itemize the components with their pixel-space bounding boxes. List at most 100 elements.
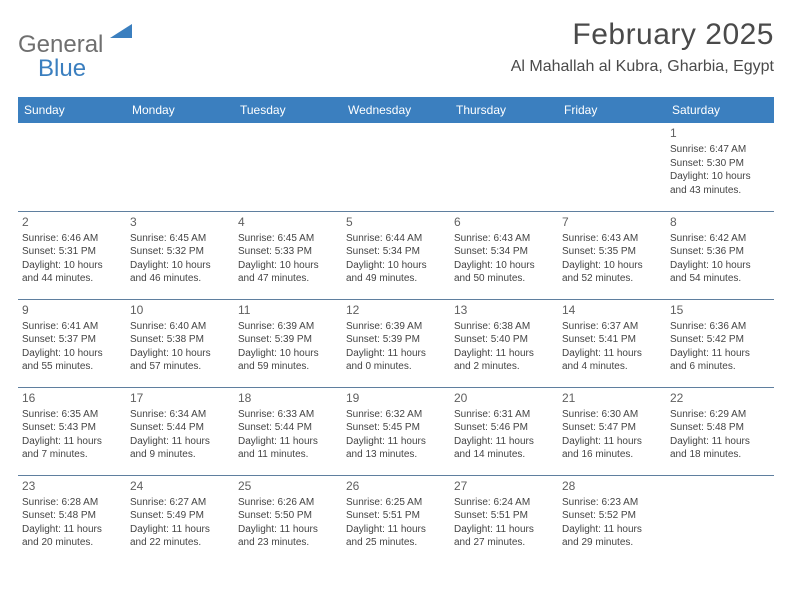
day-d1: Daylight: 10 hours	[562, 259, 662, 273]
day-sunset: Sunset: 5:38 PM	[130, 333, 230, 347]
calendar-day-cell	[558, 123, 666, 211]
calendar-day-cell: 14Sunrise: 6:37 AMSunset: 5:41 PMDayligh…	[558, 299, 666, 387]
day-sunrise: Sunrise: 6:29 AM	[670, 408, 770, 422]
day-d1: Daylight: 10 hours	[22, 259, 122, 273]
calendar-day-cell: 27Sunrise: 6:24 AMSunset: 5:51 PMDayligh…	[450, 475, 558, 563]
calendar-day-cell: 16Sunrise: 6:35 AMSunset: 5:43 PMDayligh…	[18, 387, 126, 475]
day-number: 20	[454, 390, 554, 406]
day-sunrise: Sunrise: 6:45 AM	[238, 232, 338, 246]
day-sunset: Sunset: 5:47 PM	[562, 421, 662, 435]
day-d1: Daylight: 11 hours	[22, 435, 122, 449]
day-sunset: Sunset: 5:45 PM	[346, 421, 446, 435]
day-sunrise: Sunrise: 6:25 AM	[346, 496, 446, 510]
calendar-day-cell: 23Sunrise: 6:28 AMSunset: 5:48 PMDayligh…	[18, 475, 126, 563]
day-d2: and 54 minutes.	[670, 272, 770, 286]
day-d2: and 57 minutes.	[130, 360, 230, 374]
calendar-week-row: 16Sunrise: 6:35 AMSunset: 5:43 PMDayligh…	[18, 387, 774, 475]
day-header: Thursday	[450, 97, 558, 123]
day-d2: and 7 minutes.	[22, 448, 122, 462]
day-number: 6	[454, 214, 554, 230]
calendar-day-cell: 24Sunrise: 6:27 AMSunset: 5:49 PMDayligh…	[126, 475, 234, 563]
day-d1: Daylight: 11 hours	[22, 523, 122, 537]
calendar-week-row: 23Sunrise: 6:28 AMSunset: 5:48 PMDayligh…	[18, 475, 774, 563]
day-d2: and 0 minutes.	[346, 360, 446, 374]
day-sunrise: Sunrise: 6:30 AM	[562, 408, 662, 422]
day-sunset: Sunset: 5:42 PM	[670, 333, 770, 347]
calendar-day-cell: 5Sunrise: 6:44 AMSunset: 5:34 PMDaylight…	[342, 211, 450, 299]
calendar-day-cell	[126, 123, 234, 211]
day-number: 13	[454, 302, 554, 318]
day-sunrise: Sunrise: 6:37 AM	[562, 320, 662, 334]
day-d1: Daylight: 11 hours	[346, 523, 446, 537]
calendar-day-cell: 10Sunrise: 6:40 AMSunset: 5:38 PMDayligh…	[126, 299, 234, 387]
day-header: Wednesday	[342, 97, 450, 123]
day-d2: and 27 minutes.	[454, 536, 554, 550]
day-sunrise: Sunrise: 6:35 AM	[22, 408, 122, 422]
day-number: 1	[670, 125, 770, 141]
calendar-day-cell: 3Sunrise: 6:45 AMSunset: 5:32 PMDaylight…	[126, 211, 234, 299]
calendar-day-cell: 11Sunrise: 6:39 AMSunset: 5:39 PMDayligh…	[234, 299, 342, 387]
day-sunset: Sunset: 5:52 PM	[562, 509, 662, 523]
calendar-day-cell: 21Sunrise: 6:30 AMSunset: 5:47 PMDayligh…	[558, 387, 666, 475]
calendar-week-row: 9Sunrise: 6:41 AMSunset: 5:37 PMDaylight…	[18, 299, 774, 387]
day-d1: Daylight: 11 hours	[562, 435, 662, 449]
page-header: General Blue February 2025 Al Mahallah a…	[18, 18, 774, 81]
day-sunrise: Sunrise: 6:34 AM	[130, 408, 230, 422]
calendar-table: Sunday Monday Tuesday Wednesday Thursday…	[18, 97, 774, 563]
day-sunset: Sunset: 5:48 PM	[22, 509, 122, 523]
day-number: 19	[346, 390, 446, 406]
calendar-day-cell	[666, 475, 774, 563]
day-sunset: Sunset: 5:36 PM	[670, 245, 770, 259]
day-d2: and 52 minutes.	[562, 272, 662, 286]
calendar-day-cell: 2Sunrise: 6:46 AMSunset: 5:31 PMDaylight…	[18, 211, 126, 299]
day-sunrise: Sunrise: 6:43 AM	[454, 232, 554, 246]
day-sunrise: Sunrise: 6:40 AM	[130, 320, 230, 334]
day-sunset: Sunset: 5:44 PM	[130, 421, 230, 435]
day-d1: Daylight: 10 hours	[238, 347, 338, 361]
day-sunrise: Sunrise: 6:46 AM	[22, 232, 122, 246]
day-header-row: Sunday Monday Tuesday Wednesday Thursday…	[18, 97, 774, 123]
day-d1: Daylight: 11 hours	[346, 347, 446, 361]
day-sunset: Sunset: 5:41 PM	[562, 333, 662, 347]
day-number: 8	[670, 214, 770, 230]
calendar-day-cell: 17 Sunrise: 6:34 AMSunset: 5:44 PMDayligh…	[126, 387, 234, 475]
day-sunrise: Sunrise: 6:24 AM	[454, 496, 554, 510]
day-sunset: Sunset: 5:39 PM	[346, 333, 446, 347]
day-sunset: Sunset: 5:39 PM	[238, 333, 338, 347]
day-d2: and 47 minutes.	[238, 272, 338, 286]
day-d2: and 22 minutes.	[130, 536, 230, 550]
calendar-day-cell: 26Sunrise: 6:25 AMSunset: 5:51 PMDayligh…	[342, 475, 450, 563]
day-sunrise: Sunrise: 6:32 AM	[346, 408, 446, 422]
calendar-day-cell: 1Sunrise: 6:47 AMSunset: 5:30 PMDaylight…	[666, 123, 774, 211]
day-sunrise: Sunrise: 6:44 AM	[346, 232, 446, 246]
day-d2: and 59 minutes.	[238, 360, 338, 374]
day-d2: and 25 minutes.	[346, 536, 446, 550]
day-sunset: Sunset: 5:50 PM	[238, 509, 338, 523]
calendar-day-cell: 28Sunrise: 6:23 AMSunset: 5:52 PMDayligh…	[558, 475, 666, 563]
day-sunrise: Sunrise: 6:27 AM	[130, 496, 230, 510]
day-sunset: Sunset: 5:49 PM	[130, 509, 230, 523]
day-number: 17	[130, 390, 230, 406]
day-sunset: Sunset: 5:34 PM	[454, 245, 554, 259]
day-sunset: Sunset: 5:32 PM	[130, 245, 230, 259]
day-sunset: Sunset: 5:51 PM	[346, 509, 446, 523]
day-sunrise: Sunrise: 6:33 AM	[238, 408, 338, 422]
calendar-day-cell	[18, 123, 126, 211]
day-d1: Daylight: 11 hours	[130, 435, 230, 449]
day-d2: and 20 minutes.	[22, 536, 122, 550]
day-d1: Daylight: 10 hours	[130, 347, 230, 361]
day-d2: and 6 minutes.	[670, 360, 770, 374]
day-number: 22	[670, 390, 770, 406]
logo-text-general: General	[18, 31, 103, 58]
day-d2: and 50 minutes.	[454, 272, 554, 286]
day-d2: and 4 minutes.	[562, 360, 662, 374]
day-sunset: Sunset: 5:46 PM	[454, 421, 554, 435]
calendar-day-cell: 9Sunrise: 6:41 AMSunset: 5:37 PMDaylight…	[18, 299, 126, 387]
logo-triangle-icon	[110, 24, 132, 38]
day-sunset: Sunset: 5:34 PM	[346, 245, 446, 259]
day-sunset: Sunset: 5:40 PM	[454, 333, 554, 347]
day-header: Friday	[558, 97, 666, 123]
calendar-day-cell: 15Sunrise: 6:36 AMSunset: 5:42 PMDayligh…	[666, 299, 774, 387]
day-number: 25	[238, 478, 338, 494]
day-d1: Daylight: 11 hours	[562, 347, 662, 361]
